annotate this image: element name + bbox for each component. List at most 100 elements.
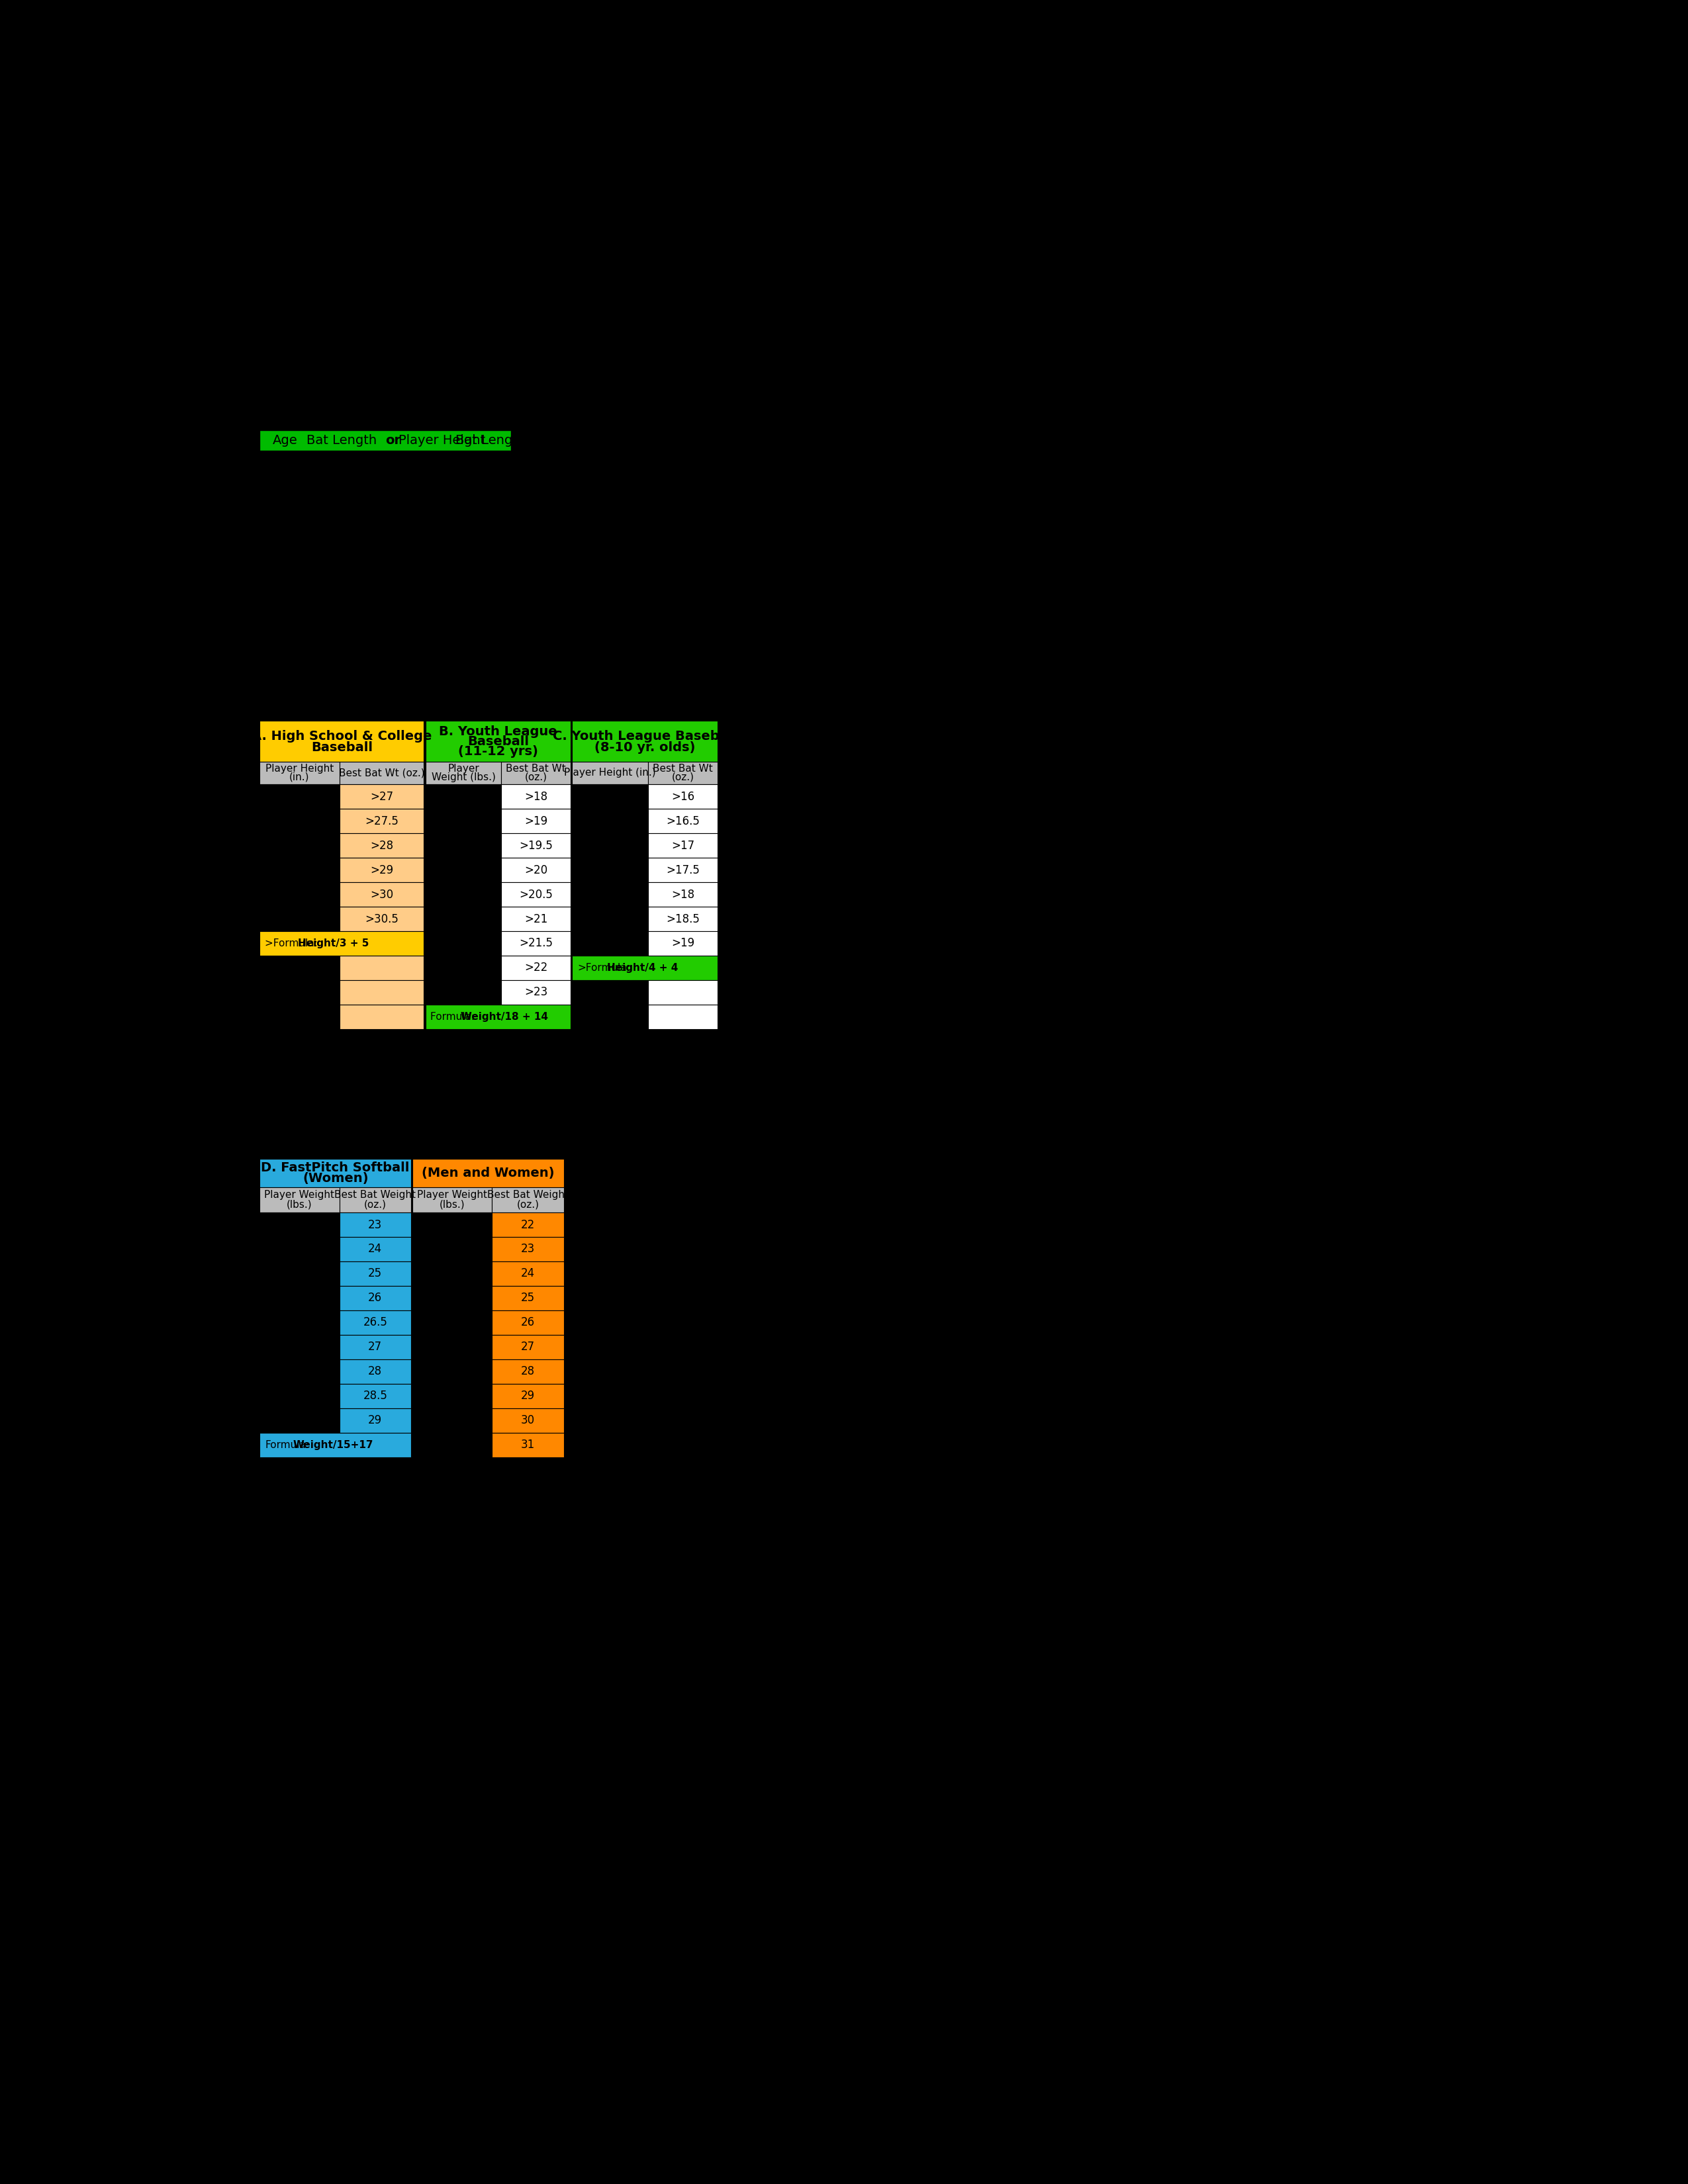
Text: >30.5: >30.5 — [365, 913, 398, 924]
Bar — [493, 1286, 564, 1310]
Bar — [425, 882, 501, 906]
Bar — [572, 721, 717, 762]
Bar — [501, 957, 571, 981]
Text: Best Bat Weight: Best Bat Weight — [488, 1190, 569, 1201]
Text: Best Bat Wt: Best Bat Wt — [506, 764, 565, 773]
Bar — [493, 1385, 564, 1409]
Bar — [339, 1212, 412, 1236]
Bar — [648, 906, 717, 930]
Bar — [572, 784, 648, 808]
Text: >20: >20 — [525, 865, 547, 876]
Text: >17: >17 — [672, 839, 694, 852]
Text: Age: Age — [272, 435, 297, 448]
Bar — [412, 1385, 493, 1409]
Text: 26: 26 — [368, 1293, 381, 1304]
Bar — [260, 721, 424, 762]
Text: (oz.): (oz.) — [517, 1199, 538, 1210]
Bar — [260, 882, 339, 906]
Text: >27.5: >27.5 — [365, 815, 398, 828]
Bar — [648, 882, 717, 906]
Bar — [493, 1236, 564, 1262]
Bar — [260, 1409, 339, 1433]
Bar — [493, 1188, 564, 1212]
Text: 29: 29 — [368, 1415, 381, 1426]
Bar — [339, 1262, 412, 1286]
Text: 26: 26 — [522, 1317, 535, 1328]
Bar — [572, 762, 648, 784]
Bar — [339, 1236, 412, 1262]
Bar — [572, 1005, 648, 1029]
Text: >22: >22 — [525, 961, 547, 974]
Text: >30: >30 — [370, 889, 393, 900]
Bar — [260, 808, 339, 834]
Bar — [339, 1334, 412, 1358]
Text: Baseball: Baseball — [311, 740, 373, 753]
Bar — [339, 858, 424, 882]
Bar — [501, 906, 571, 930]
Text: 26.5: 26.5 — [363, 1317, 387, 1328]
Bar — [493, 1262, 564, 1286]
Text: 23: 23 — [522, 1243, 535, 1256]
Bar — [260, 834, 339, 858]
Bar — [572, 808, 648, 834]
Bar — [493, 1334, 564, 1358]
Bar — [493, 1409, 564, 1433]
Bar — [260, 1433, 412, 1457]
Text: >28: >28 — [370, 839, 393, 852]
Bar — [425, 858, 501, 882]
Bar — [260, 1358, 339, 1385]
Bar — [425, 906, 501, 930]
Text: (oz.): (oz.) — [525, 773, 547, 782]
Text: Player Height: Player Height — [265, 764, 334, 773]
Text: Height/4 + 4: Height/4 + 4 — [608, 963, 679, 972]
Text: 29: 29 — [522, 1389, 535, 1402]
Bar — [260, 1236, 339, 1262]
Text: Player Weight: Player Weight — [265, 1190, 334, 1201]
Bar — [572, 930, 648, 957]
Text: Formula:: Formula: — [265, 1439, 309, 1450]
Text: 24: 24 — [368, 1243, 381, 1256]
Bar — [425, 957, 501, 981]
Bar — [339, 882, 424, 906]
Text: (Men and Women): (Men and Women) — [422, 1166, 555, 1179]
Text: >Formula:: >Formula: — [577, 963, 630, 972]
Bar — [339, 1005, 424, 1029]
Text: Bat Length: Bat Length — [456, 435, 525, 448]
Bar — [339, 1310, 412, 1334]
Bar — [493, 1358, 564, 1385]
Bar — [260, 1385, 339, 1409]
Bar — [572, 882, 648, 906]
Bar — [339, 1188, 412, 1212]
Text: Weight/18 + 14: Weight/18 + 14 — [461, 1011, 549, 1022]
Bar — [260, 1212, 339, 1236]
Bar — [412, 1188, 493, 1212]
Bar — [648, 808, 717, 834]
Bar — [260, 762, 339, 784]
Bar — [648, 1005, 717, 1029]
Bar — [425, 808, 501, 834]
Bar — [572, 957, 717, 981]
Bar — [260, 1286, 339, 1310]
Text: Weight/15+17: Weight/15+17 — [292, 1439, 373, 1450]
Bar — [501, 834, 571, 858]
Bar — [412, 1160, 564, 1188]
Bar — [493, 1433, 564, 1457]
Bar — [260, 957, 339, 981]
Bar — [260, 1262, 339, 1286]
Text: Best Bat Wt (oz.): Best Bat Wt (oz.) — [339, 769, 424, 778]
Text: A. High School & College: A. High School & College — [252, 729, 432, 743]
Text: (in.): (in.) — [289, 773, 309, 782]
Bar — [260, 1160, 412, 1188]
Bar — [572, 834, 648, 858]
Bar — [572, 906, 648, 930]
Bar — [572, 858, 648, 882]
Text: 28.5: 28.5 — [363, 1389, 387, 1402]
Bar — [260, 1310, 339, 1334]
Text: 27: 27 — [368, 1341, 381, 1352]
Bar — [648, 784, 717, 808]
Text: >23: >23 — [525, 987, 547, 998]
Bar — [425, 930, 501, 957]
Text: >19: >19 — [525, 815, 547, 828]
Text: (lbs.): (lbs.) — [287, 1199, 312, 1210]
Bar — [648, 834, 717, 858]
